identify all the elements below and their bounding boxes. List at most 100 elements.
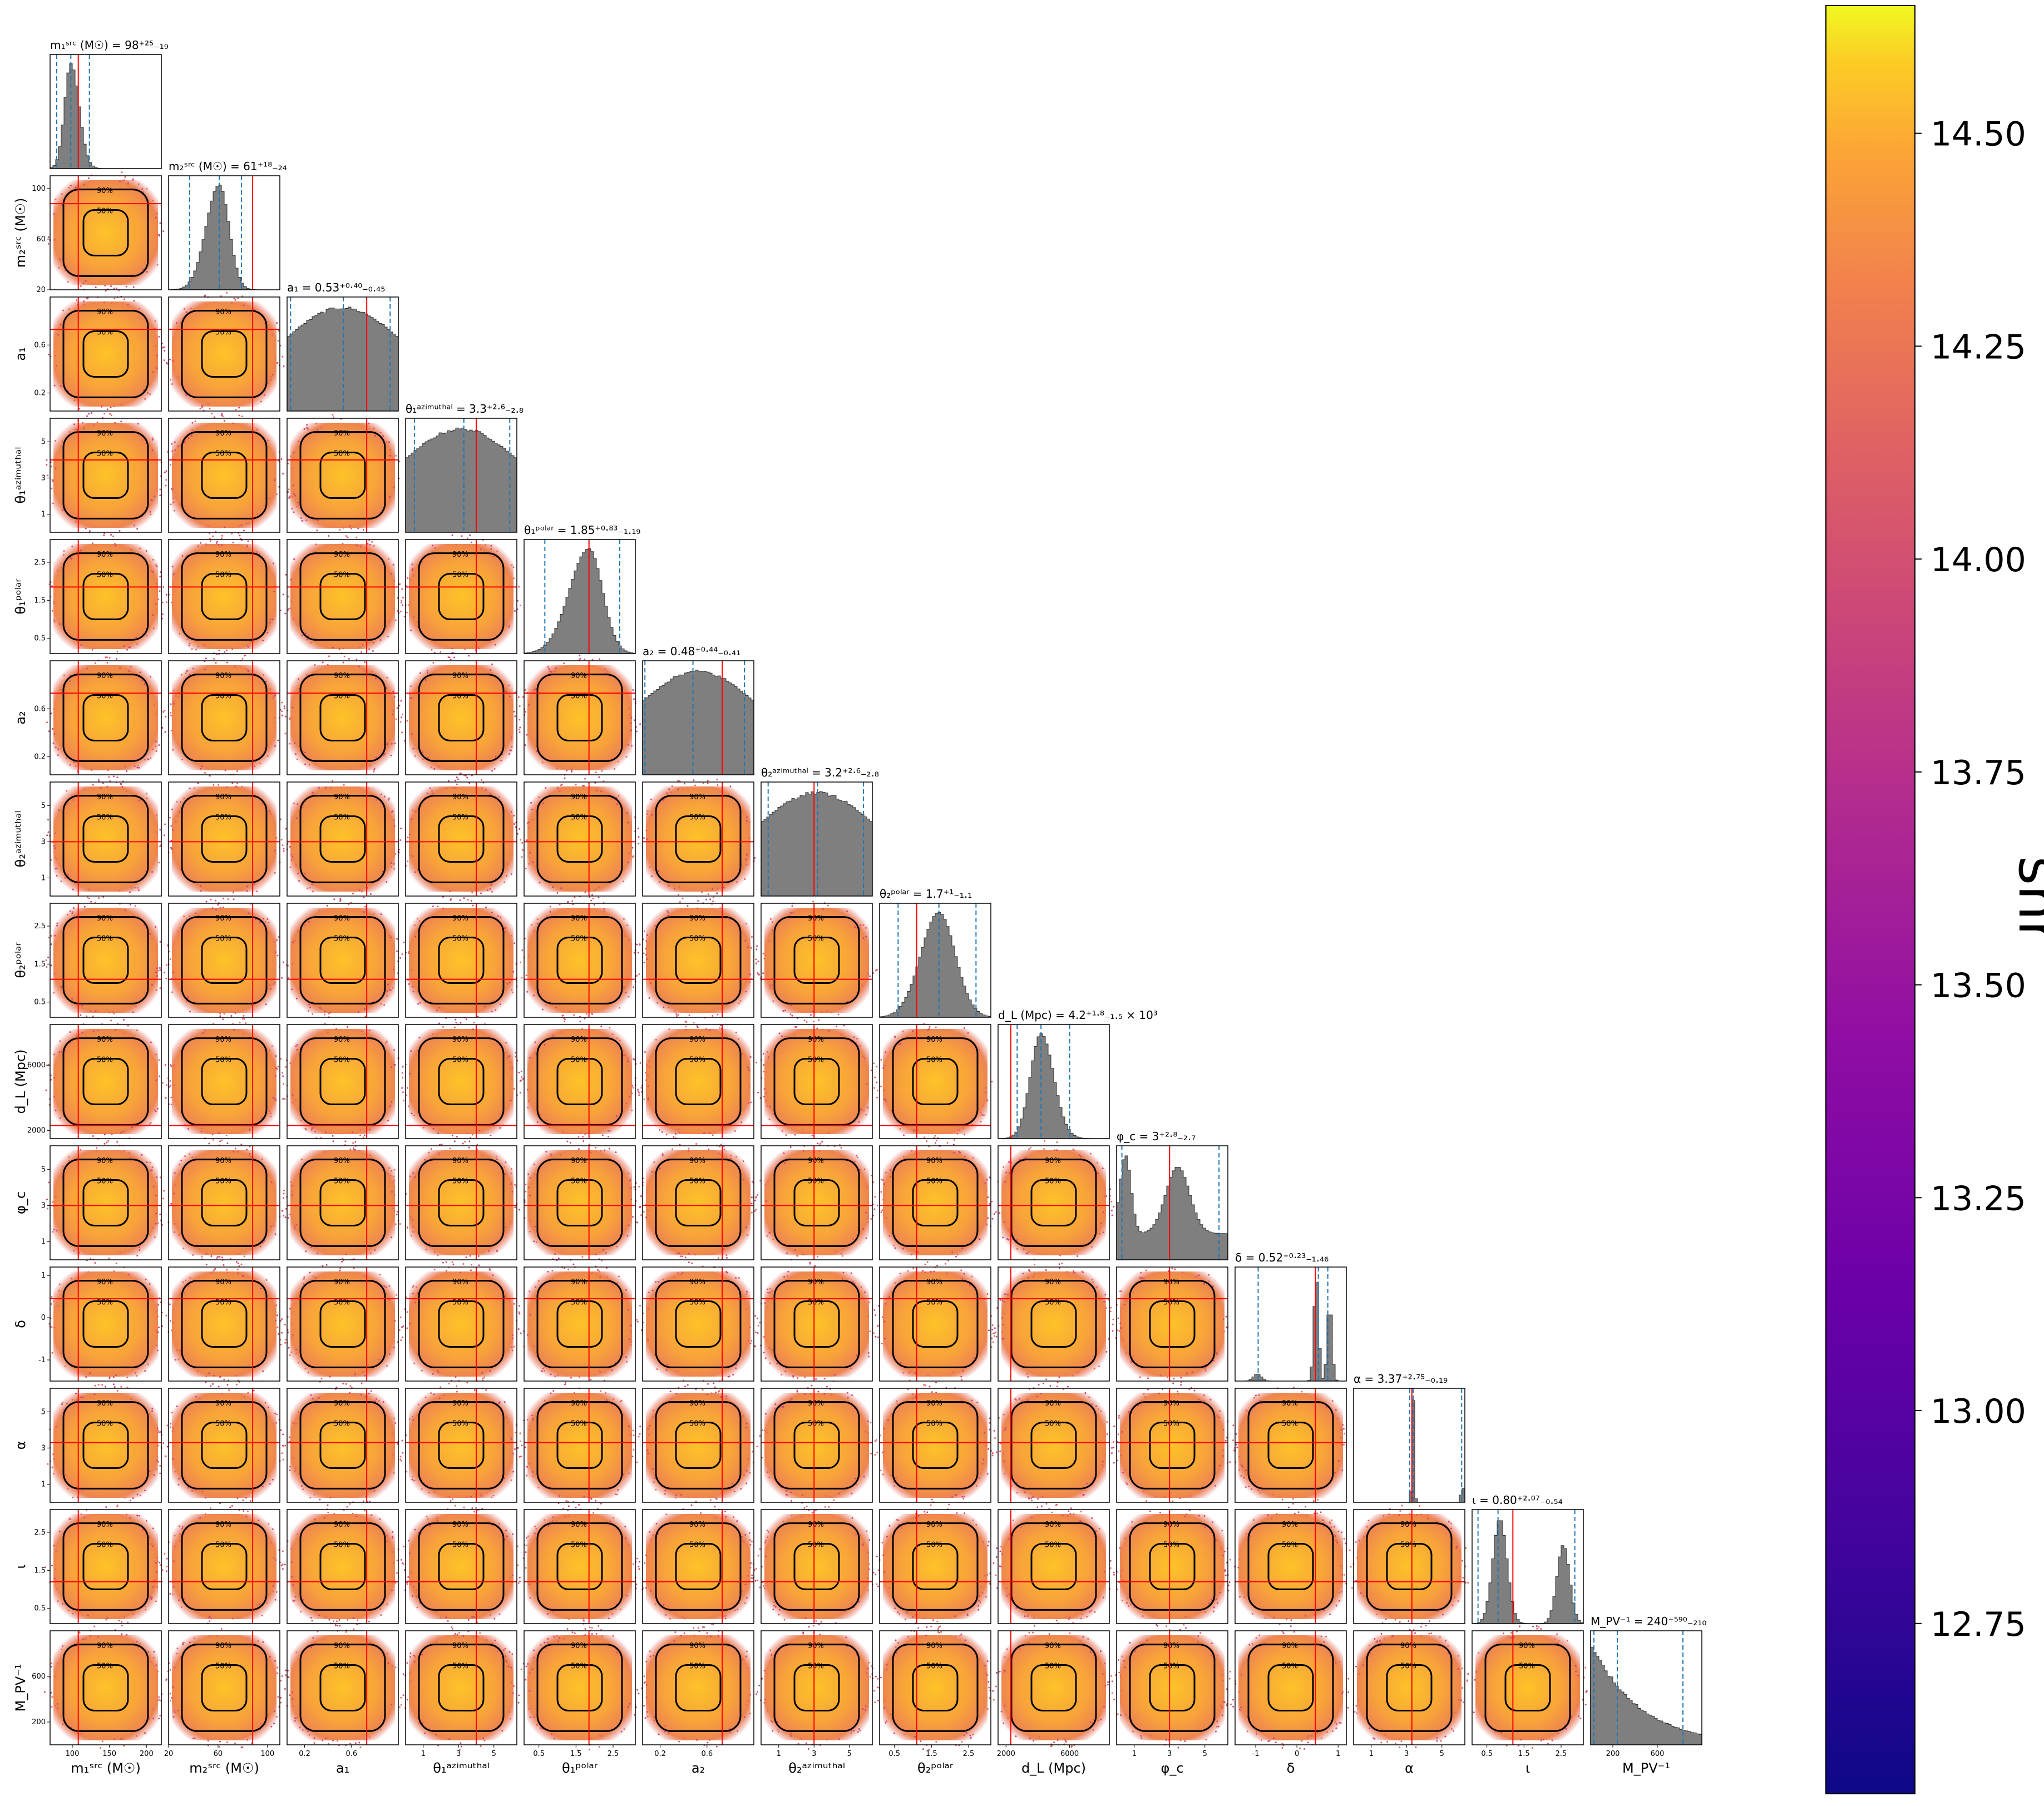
sample-point [369, 1252, 372, 1254]
sample-point [164, 471, 166, 473]
contour-label-50: 50% [452, 1056, 468, 1065]
sample-point [858, 1169, 861, 1171]
contour-50 [1030, 1179, 1077, 1226]
sample-point [231, 1505, 233, 1507]
sample-point [297, 1533, 299, 1535]
sample-point [109, 780, 111, 782]
sample-point [490, 548, 492, 550]
sample-point [913, 1129, 915, 1131]
sample-point [367, 788, 369, 790]
sample-point [707, 1383, 709, 1385]
sample-point [533, 1240, 535, 1243]
density-cloud [764, 1393, 869, 1498]
sample-point [511, 1347, 513, 1349]
sample-point [371, 670, 373, 672]
sample-point [745, 1226, 748, 1229]
sample-point [767, 1471, 769, 1473]
sample-point [288, 1436, 290, 1438]
sample-point [456, 776, 458, 779]
sample-point [289, 1214, 291, 1216]
contour-50 [319, 937, 366, 984]
density-cloud [53, 665, 158, 770]
sample-point [88, 1372, 91, 1374]
sample-point [999, 1212, 1001, 1214]
sample-point [156, 1427, 159, 1429]
sample-point [352, 893, 354, 895]
sample-point [179, 1164, 181, 1166]
sample-point [717, 887, 719, 889]
hist-panel-3: θ₁ᵃᶻⁱᵐᵘᵗʰᵃˡ = 3.3⁺²·⁶₋₂.₈ [405, 402, 524, 533]
sample-point [1312, 1500, 1315, 1502]
sample-point [471, 891, 473, 893]
contour-label-50: 50% [1282, 1420, 1298, 1428]
sample-point [445, 1017, 447, 1020]
sample-point [952, 1144, 955, 1146]
scatter-panel-12-0: 90%50%0.51.52.5ι [13, 1506, 168, 1627]
contour-label-50: 50% [926, 1299, 942, 1307]
sample-point [520, 961, 522, 963]
sample-point [771, 984, 773, 987]
sample-point [551, 1269, 554, 1271]
sample-point [1003, 1166, 1005, 1168]
sample-point [557, 787, 559, 789]
sample-point [411, 1478, 413, 1481]
sample-point [317, 1253, 319, 1255]
sample-point [281, 1318, 283, 1320]
sample-point [260, 1117, 263, 1119]
sample-point [237, 1151, 239, 1153]
sample-point [465, 1256, 467, 1259]
contour-label-50: 50% [926, 1420, 942, 1428]
sample-point [1340, 1437, 1342, 1439]
sample-point [467, 899, 469, 901]
sample-point [333, 898, 335, 900]
panel-frame [287, 781, 399, 897]
sample-point [171, 848, 174, 850]
panel-frame [50, 1266, 162, 1382]
panel-frame [1353, 1388, 1465, 1503]
sample-point [763, 957, 766, 959]
sample-point [236, 783, 239, 785]
sample-point [625, 1102, 628, 1105]
sample-point [1084, 1490, 1087, 1492]
sample-point [563, 1017, 565, 1020]
sample-point [281, 710, 283, 712]
sample-point [746, 1234, 748, 1236]
sample-point [658, 1281, 660, 1283]
sample-point [496, 1158, 498, 1160]
sample-point [935, 1382, 937, 1384]
sample-point [269, 688, 271, 690]
sample-point [505, 875, 507, 877]
sample-point [662, 1279, 664, 1281]
sample-point [823, 1393, 826, 1395]
sample-point [470, 1264, 472, 1266]
sample-point [411, 969, 413, 971]
sample-point [828, 1030, 830, 1032]
sample-point [864, 1291, 866, 1293]
sample-point [346, 908, 348, 910]
sample-point [714, 1386, 716, 1388]
contour-label-50: 50% [97, 1056, 113, 1065]
density-cloud [53, 1029, 158, 1134]
sample-point [240, 1263, 243, 1265]
sample-point [292, 1334, 294, 1336]
sample-point [259, 763, 261, 765]
panel-frame [642, 1024, 754, 1139]
sample-point [123, 1616, 125, 1618]
sample-point [611, 1369, 613, 1372]
contour-50 [675, 1179, 722, 1226]
sample-point [1042, 1382, 1044, 1384]
sample-point [500, 876, 502, 878]
sample-point [987, 1217, 989, 1219]
sample-point [547, 1243, 550, 1245]
sample-point [411, 1235, 413, 1237]
sample-point [1246, 1409, 1248, 1412]
sample-point [353, 1149, 356, 1151]
sample-point [485, 906, 487, 908]
sample-point [174, 1535, 176, 1537]
sample-point [155, 750, 157, 752]
sample-point [999, 1451, 1001, 1453]
density-cloud [646, 1393, 751, 1498]
sample-point [245, 1497, 248, 1499]
sample-point [63, 550, 65, 552]
scatter-panel-10-9: 90%50% [1112, 1266, 1229, 1386]
